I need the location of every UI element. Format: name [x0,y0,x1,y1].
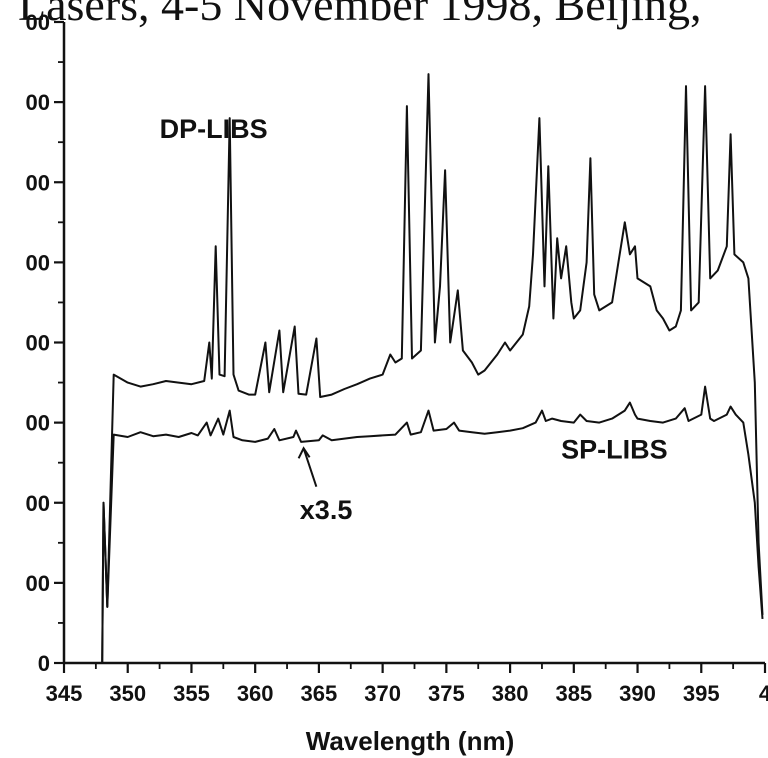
x-tick-label: 395 [683,681,720,706]
y-tick-label: 00 [26,90,50,115]
x-tick-label: 355 [173,681,210,706]
x3-5-arrow-head-icon [297,446,311,459]
x-tick-label: 350 [109,681,146,706]
x-tick-label: 360 [237,681,274,706]
x-tick-label: 385 [555,681,592,706]
y-tick-label: 00 [26,331,50,356]
x-tick-label: 365 [301,681,338,706]
y-tick-label: 00 [26,411,50,436]
x-axis-label: Wavelength (nm) [306,726,514,756]
x-tick-label: 4 [759,681,768,706]
y-tick-label: 0 [38,651,50,676]
annotation-sp-libs: SP-LIBS [561,435,668,465]
chart-axes: 345 350 355 360 365 370 375 380 385 390 395 4000000… [26,10,768,706]
chart-series [101,73,764,664]
chart-annotations: DP-LIBS SP-LIBS x3.5 [160,114,668,525]
x-tick-label: 375 [428,681,465,706]
x-tick-label: 380 [492,681,529,706]
series-line-sp-libs [101,385,764,664]
header-caption: Lasers, 4-5 November 1998, Beijing, [18,0,702,30]
y-tick-label: 00 [26,10,50,35]
y-tick-label: 00 [26,571,50,596]
annotation-x3-5: x3.5 [300,495,353,525]
x3-5-arrow-shaft [302,447,318,488]
y-tick-label: 00 [26,491,50,516]
y-tick-label: 00 [26,250,50,275]
annotation-dp-libs: DP-LIBS [160,114,268,144]
y-tick-label: 00 [26,170,50,195]
x-tick-label: 390 [619,681,656,706]
x-tick-label: 345 [46,681,83,706]
series-line-dp-libs [101,73,764,664]
x-tick-label: 370 [364,681,401,706]
